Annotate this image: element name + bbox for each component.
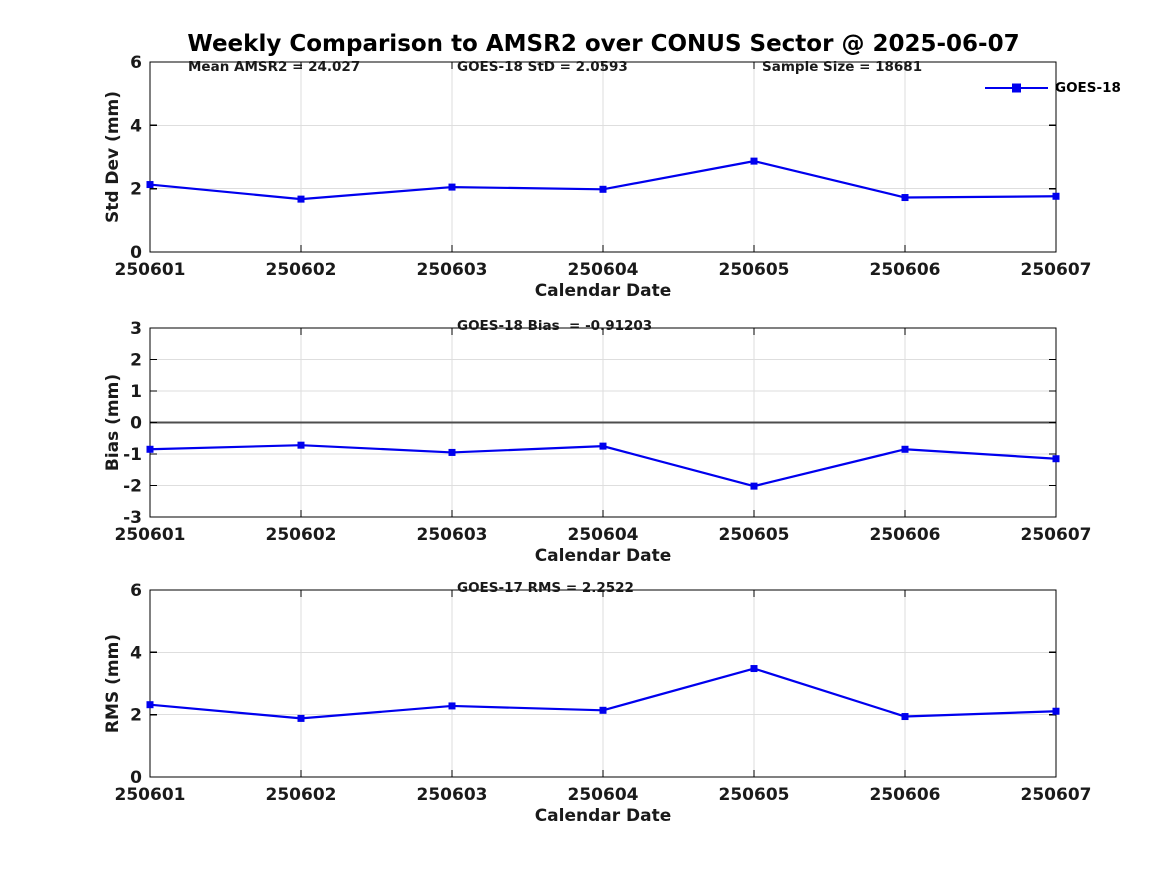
data-point-marker (750, 665, 758, 673)
x-axis-label: Calendar Date (535, 281, 672, 301)
x-axis-label: Calendar Date (535, 546, 672, 566)
y-tick-label: 4 (130, 116, 142, 136)
y-tick-label: 4 (130, 643, 142, 663)
data-point-marker (146, 445, 154, 453)
data-point-marker (599, 442, 607, 450)
legend-label: GOES-18 (1055, 80, 1121, 96)
x-tick-label: 250604 (568, 785, 639, 805)
x-tick-label: 250603 (417, 785, 488, 805)
x-tick-label: 250601 (115, 525, 186, 545)
x-tick-label: 250602 (266, 525, 337, 545)
data-point-marker (901, 194, 909, 202)
annotation-mean-amsr2: Mean AMSR2 = 24.027 (188, 59, 361, 75)
y-tick-label: -3 (123, 508, 142, 528)
y-tick-label: 0 (130, 243, 142, 263)
data-point-marker (750, 482, 758, 490)
x-tick-label: 250602 (266, 260, 337, 280)
data-point-marker (901, 445, 909, 453)
data-point-marker (297, 195, 305, 203)
y-tick-label: 2 (130, 351, 142, 371)
annotation-sample-size: Sample Size = 18681 (762, 59, 923, 75)
x-tick-label: 250606 (870, 525, 941, 545)
x-tick-label: 250602 (266, 785, 337, 805)
x-tick-label: 250606 (870, 260, 941, 280)
figure-title: Weekly Comparison to AMSR2 over CONUS Se… (187, 31, 1020, 57)
x-tick-label: 250605 (719, 260, 790, 280)
y-tick-label: -2 (123, 477, 142, 497)
x-tick-label: 250606 (870, 785, 941, 805)
y-axis-label: Bias (mm) (103, 374, 123, 471)
data-point-marker (599, 185, 607, 193)
data-point-marker (448, 448, 456, 456)
data-point-marker (750, 157, 758, 165)
data-point-marker (448, 183, 456, 191)
data-point-marker (146, 701, 154, 709)
y-tick-label: 6 (130, 581, 142, 601)
y-tick-label: 1 (130, 382, 142, 402)
x-tick-label: 250607 (1021, 785, 1092, 805)
x-tick-label: 250607 (1021, 260, 1092, 280)
x-tick-label: 250605 (719, 525, 790, 545)
annotation-goes18-std: GOES-18 StD = 2.0593 (457, 59, 628, 75)
annotation-goes18-bias: GOES-18 Bias = -0.91203 (457, 318, 653, 334)
y-tick-label: 6 (130, 53, 142, 73)
y-tick-label: 2 (130, 180, 142, 200)
data-point-marker (1052, 192, 1060, 200)
y-tick-label: 0 (130, 414, 142, 434)
y-tick-label: 2 (130, 706, 142, 726)
x-axis-label: Calendar Date (535, 806, 672, 826)
data-point-marker (901, 713, 909, 721)
data-point-marker (448, 702, 456, 710)
y-tick-label: 3 (130, 319, 142, 339)
data-point-marker (1052, 707, 1060, 715)
legend: GOES-18 (984, 80, 1121, 96)
y-tick-label: 0 (130, 768, 142, 788)
x-tick-label: 250604 (568, 260, 639, 280)
legend-line-marker-icon (985, 83, 1048, 93)
annotation-goes17-rms: GOES-17 RMS = 2.2522 (457, 580, 634, 596)
x-tick-label: 250601 (115, 260, 186, 280)
data-point-marker (297, 714, 305, 722)
data-point-marker (599, 706, 607, 714)
y-axis-label: RMS (mm) (103, 634, 123, 733)
x-tick-label: 250603 (417, 260, 488, 280)
data-point-marker (146, 181, 154, 189)
x-tick-label: 250607 (1021, 525, 1092, 545)
y-axis-label: Std Dev (mm) (103, 91, 123, 223)
x-tick-label: 250604 (568, 525, 639, 545)
x-tick-label: 250603 (417, 525, 488, 545)
x-tick-label: 250601 (115, 785, 186, 805)
y-tick-label: -1 (123, 445, 142, 465)
data-point-marker (1052, 455, 1060, 463)
data-point-marker (297, 441, 305, 449)
x-tick-label: 250605 (719, 785, 790, 805)
